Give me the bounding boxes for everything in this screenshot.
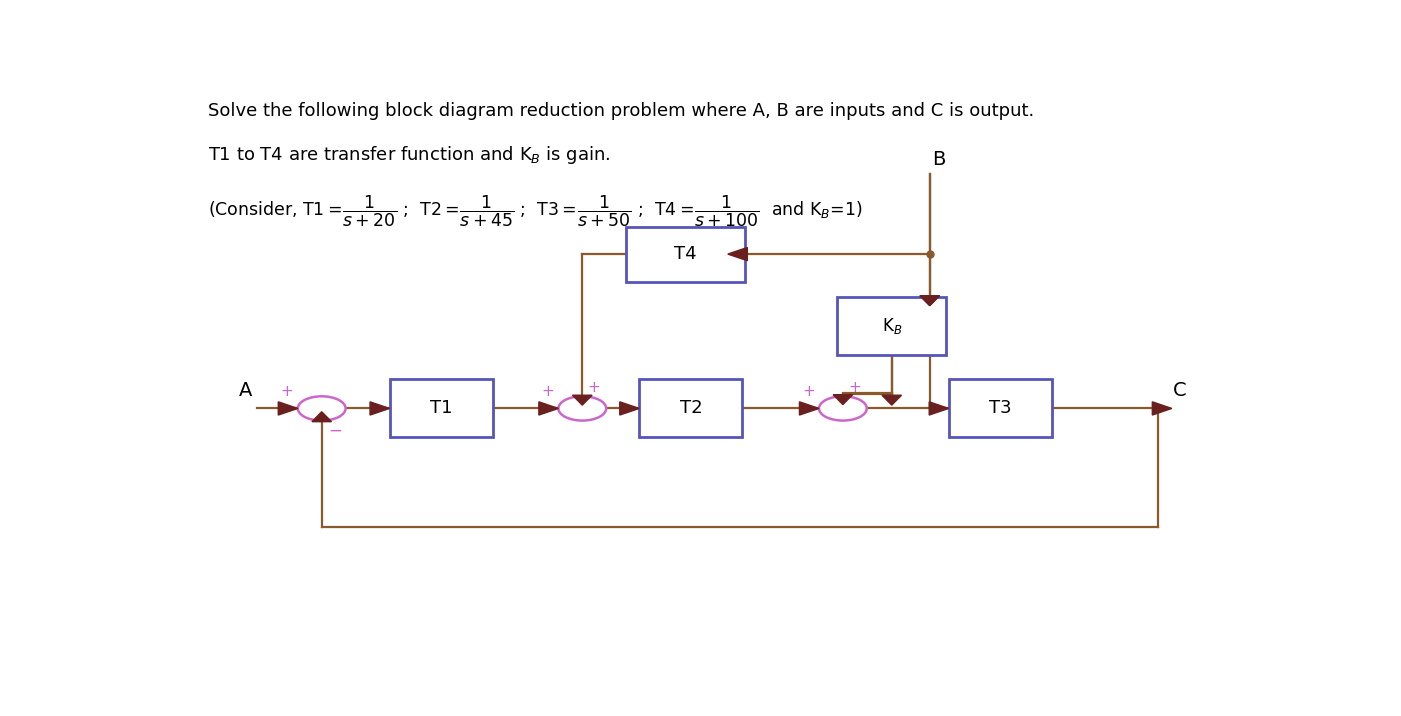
Polygon shape: [727, 248, 747, 261]
Polygon shape: [920, 296, 940, 306]
Circle shape: [559, 397, 607, 420]
Bar: [389, 379, 493, 437]
Polygon shape: [800, 402, 820, 415]
Text: +: +: [588, 379, 601, 395]
Text: (Consider, T1$=\!\dfrac{1}{s+20}$ ;  T2$=\!\dfrac{1}{s+45}$ ;  T3$=\!\dfrac{1}{s: (Consider, T1$=\!\dfrac{1}{s+20}$ ; T2$=…: [207, 193, 862, 229]
Bar: [639, 379, 743, 437]
Polygon shape: [312, 412, 332, 422]
Text: T1 to T4 are transfer function and K$_B$ is gain.: T1 to T4 are transfer function and K$_B$…: [207, 144, 611, 166]
Text: −: −: [328, 422, 342, 440]
Polygon shape: [279, 402, 298, 415]
Polygon shape: [573, 395, 593, 405]
Circle shape: [820, 397, 867, 420]
Polygon shape: [929, 402, 948, 415]
Polygon shape: [883, 395, 901, 405]
Text: B: B: [932, 150, 946, 168]
Text: +: +: [849, 379, 862, 395]
Polygon shape: [370, 402, 389, 415]
Polygon shape: [1153, 402, 1171, 415]
Text: +: +: [541, 384, 553, 399]
Text: +: +: [801, 384, 814, 399]
Polygon shape: [920, 296, 940, 306]
Bar: [838, 297, 946, 354]
Bar: [626, 226, 745, 281]
Text: Solve the following block diagram reduction problem where A, B are inputs and C : Solve the following block diagram reduct…: [207, 102, 1034, 120]
Text: T3: T3: [989, 400, 1012, 417]
Polygon shape: [539, 402, 559, 415]
Text: A: A: [240, 381, 252, 400]
Text: K$_B$: K$_B$: [881, 316, 902, 336]
Polygon shape: [619, 402, 639, 415]
Text: +: +: [280, 384, 293, 399]
Polygon shape: [834, 395, 853, 405]
Text: T4: T4: [674, 245, 696, 263]
Text: C: C: [1173, 381, 1187, 400]
Circle shape: [298, 397, 346, 420]
Bar: [948, 379, 1052, 437]
Text: T2: T2: [679, 400, 702, 417]
Text: T1: T1: [430, 400, 453, 417]
